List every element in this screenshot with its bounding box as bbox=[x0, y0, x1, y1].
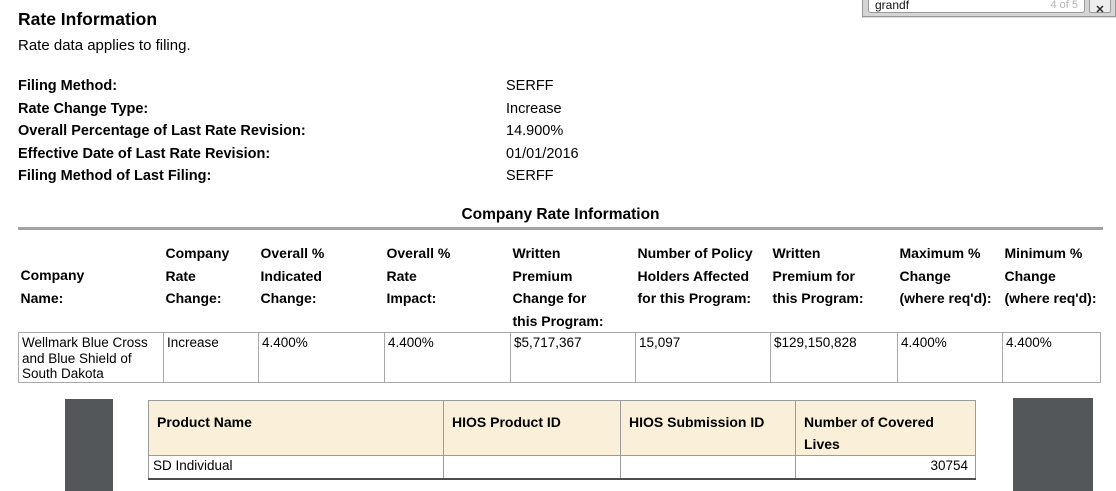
col-header-covered-lives: Number of Covered Lives bbox=[795, 400, 976, 456]
cell-hios-product-id bbox=[443, 455, 621, 480]
col-header-hios-submission-id: HIOS Submission ID bbox=[620, 400, 796, 456]
company-rate-table: Company Name: Company Rate Change: Overa… bbox=[18, 237, 1101, 384]
product-table: Product Name HIOS Product ID HIOS Submis… bbox=[148, 400, 976, 480]
col-header-written-premium: Written Premium for this Program: bbox=[772, 245, 864, 307]
section-divider bbox=[18, 227, 1103, 230]
rate-change-type-label: Rate Change Type: bbox=[18, 100, 149, 117]
overall-pct-last-revision-label: Overall Percentage of Last Rate Revision… bbox=[18, 123, 306, 140]
company-rate-info-title: Company Rate Information bbox=[461, 206, 660, 223]
col-header-policy-holders-affected: Number of Policy Holders Affected for th… bbox=[637, 245, 753, 307]
cell-company-rate-change: Increase bbox=[163, 332, 259, 384]
cell-covered-lives: 30754 bbox=[795, 455, 976, 480]
close-icon: ✕ bbox=[1095, 4, 1105, 16]
filing-method-label: Filing Method: bbox=[18, 78, 118, 94]
filing-detail-row: Filing Method of Last Filing: SERFF bbox=[18, 165, 718, 188]
cell-written-premium-change: $5,717,367 bbox=[510, 332, 636, 384]
product-row: SD Individual 30754 bbox=[148, 455, 976, 480]
rate-change-type-value: Increase bbox=[506, 100, 562, 117]
cell-product-name: SD Individual bbox=[148, 455, 444, 480]
filing-detail-row: Filing Method: SERFF bbox=[18, 75, 718, 98]
cell-company-name: Wellmark Blue Cross and Blue Shield of S… bbox=[18, 332, 164, 384]
company-rate-header-row: Company Name: Company Rate Change: Overa… bbox=[19, 237, 1101, 333]
col-header-product-name: Product Name bbox=[148, 400, 444, 456]
filing-method-value: SERFF bbox=[506, 78, 554, 94]
cell-overall-indicated-change: 4.400% bbox=[258, 332, 385, 384]
effective-date-last-revision-label: Effective Date of Last Rate Revision: bbox=[18, 145, 271, 162]
right-dark-panel bbox=[1013, 398, 1093, 491]
filing-method-last-filing-label: Filing Method of Last Filing: bbox=[18, 168, 212, 185]
find-bar: grandf 4 of 5 ✕ bbox=[862, 0, 1116, 17]
col-header-company-name: Company Name: bbox=[20, 267, 85, 306]
cell-min-pct-change: 4.400% bbox=[1002, 332, 1101, 384]
overall-pct-last-revision-value: 14.900% bbox=[506, 123, 564, 140]
find-query-text: grandf bbox=[875, 0, 910, 12]
filing-details-list: Filing Method: SERFF Rate Change Type: I… bbox=[18, 75, 718, 188]
page-title: Rate Information bbox=[18, 9, 158, 29]
filing-detail-row: Effective Date of Last Rate Revision: 01… bbox=[18, 143, 718, 166]
find-close-button[interactable]: ✕ bbox=[1089, 0, 1111, 16]
find-match-count: 4 of 5 bbox=[1050, 0, 1078, 11]
col-header-overall-rate-impact: Overall % Rate Impact: bbox=[386, 245, 451, 307]
product-header-row: Product Name HIOS Product ID HIOS Submis… bbox=[148, 400, 976, 456]
filing-detail-row: Overall Percentage of Last Rate Revision… bbox=[18, 120, 718, 143]
filing-method-last-filing-value: SERFF bbox=[506, 168, 554, 185]
col-header-company-rate-change: Company Rate Change: bbox=[165, 245, 230, 307]
cell-max-pct-change: 4.400% bbox=[897, 332, 1003, 384]
col-header-hios-product-id: HIOS Product ID bbox=[443, 400, 621, 456]
col-header-written-premium-change: Written Premium Change for this Program: bbox=[512, 245, 604, 329]
col-header-max-pct-change: Maximum % Change (where req'd): bbox=[899, 245, 992, 307]
filing-detail-row: Rate Change Type: Increase bbox=[18, 98, 718, 121]
cell-hios-submission-id bbox=[620, 455, 796, 480]
cell-overall-rate-impact: 4.400% bbox=[384, 332, 511, 384]
left-dark-panel bbox=[65, 399, 113, 491]
page-subtitle: Rate data applies to filing. bbox=[18, 37, 191, 54]
cell-policy-holders-affected: 15,097 bbox=[635, 332, 771, 384]
col-header-overall-indicated-change: Overall % Indicated Change: bbox=[260, 245, 325, 307]
cell-written-premium: $129,150,828 bbox=[770, 332, 898, 384]
company-rate-row: Wellmark Blue Cross and Blue Shield of S… bbox=[18, 332, 1101, 384]
col-header-min-pct-change: Minimum % Change (where req'd): bbox=[1004, 245, 1097, 307]
find-input[interactable]: grandf 4 of 5 bbox=[868, 0, 1085, 13]
effective-date-last-revision-value: 01/01/2016 bbox=[506, 145, 579, 162]
